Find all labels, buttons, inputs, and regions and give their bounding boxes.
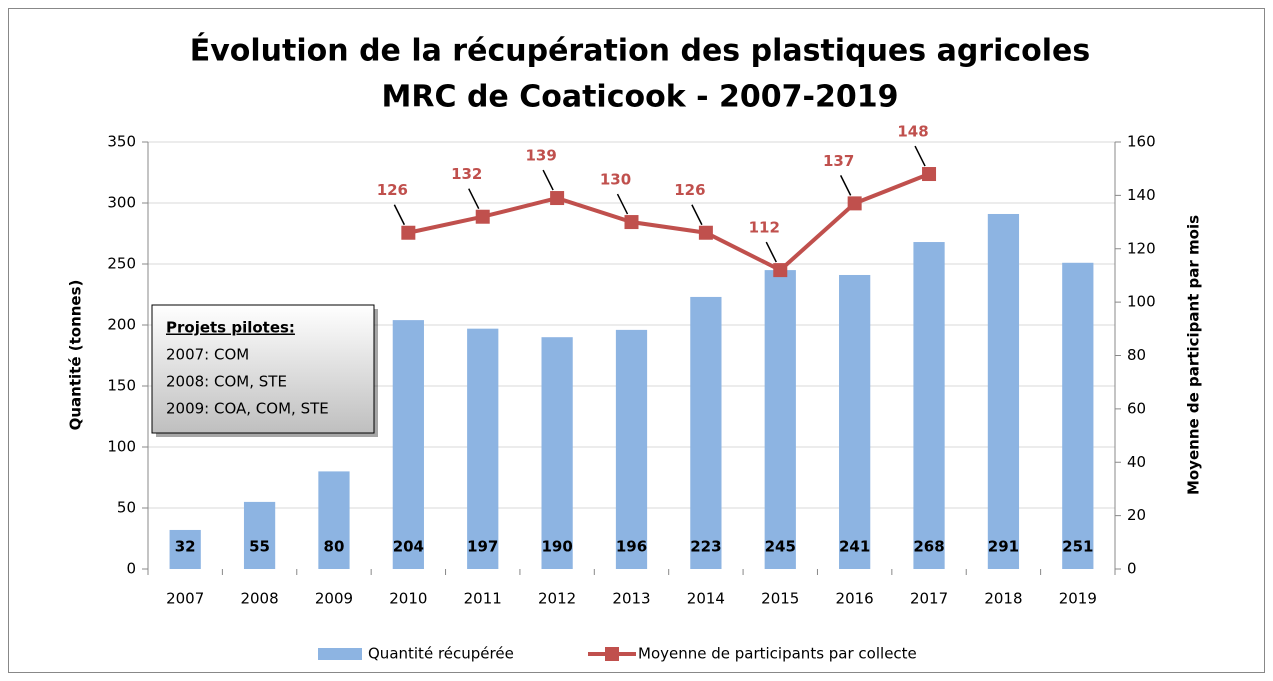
y2-tick-label: 20 [1127,506,1146,524]
x-tick-label: 2019 [1059,590,1097,608]
bar [987,213,1020,570]
y-tick-label: 0 [126,560,136,578]
x-tick-label: 2012 [538,590,576,608]
y2-tick-label: 40 [1127,453,1146,471]
bar [690,296,722,569]
y2-tick-label: 160 [1127,133,1156,151]
bar-value-label: 204 [393,538,424,556]
x-tick-label: 2009 [315,590,353,608]
line-value-label: 137 [823,152,854,170]
bar-value-label: 251 [1062,538,1093,556]
y-tick-label: 50 [117,499,136,517]
x-tick-label: 2007 [166,590,204,608]
line-value-label: 148 [897,123,928,141]
legend-swatch [605,647,619,661]
line-value-label: 139 [525,147,556,165]
y2-tick-label: 100 [1127,293,1156,311]
legend-swatch [318,648,362,660]
line-marker [550,191,565,206]
line-marker [847,196,862,211]
y2-tick-label: 140 [1127,186,1156,204]
bar [839,274,871,569]
annotation-line: 2008: COM, STE [166,373,287,391]
label-leader [542,169,554,191]
y-tick-label: 100 [107,438,136,456]
x-tick-label: 2018 [984,590,1022,608]
line-value-label: 112 [749,219,780,237]
bar-value-label: 197 [467,538,498,556]
label-leader [839,175,852,196]
y2-tick-label: 0 [1127,560,1137,578]
y-tick-label: 250 [107,255,136,273]
bar-value-label: 32 [175,538,196,556]
x-tick-label: 2017 [910,590,948,608]
annotation-line: 2009: COA, COM, STE [166,400,329,418]
label-leader [765,241,777,263]
plot-area: 0 50 100 150 200 250 300 350 0 20 40 60 80 100 120 140 1… [107,123,1155,608]
y2-tick-label: 60 [1127,399,1146,417]
x-tick-label: 2011 [464,590,502,608]
annotation-title: Projets pilotes: [166,319,295,337]
line-series [407,172,930,273]
line-marker [698,225,713,240]
bar-value-label: 190 [541,538,572,556]
y-tick-label: 200 [107,316,136,334]
bar-value-label: 223 [690,538,721,556]
label-leader [914,145,926,167]
bar [541,337,573,569]
line-marker [922,167,937,182]
line-marker [773,263,788,278]
line-marker [475,209,490,224]
y-tick-label: 350 [107,133,136,151]
label-leader [616,193,629,215]
y2-axis-label: Moyenne de participant par mois [1185,215,1203,495]
bar [467,328,499,569]
annotation-line: 2007: COM [166,346,249,364]
bar-value-label: 80 [324,538,345,556]
x-tick-label: 2013 [612,590,650,608]
y-axis-label: Quantité (tonnes) [67,280,85,431]
annotation-rect [151,304,375,434]
bar-value-label: 245 [765,538,796,556]
bar-value-label: 241 [839,538,870,556]
bar [392,320,424,569]
y-tick-label: 300 [107,194,136,212]
x-tick-label: 2015 [761,590,799,608]
y-tick-label: 150 [107,377,136,395]
line-value-label: 132 [451,165,482,183]
bar-value-label: 55 [249,538,270,556]
y2-tick-label: 120 [1127,239,1156,257]
chart-title: Évolution de la récupération des plastiq… [190,33,1091,69]
line-marker [401,225,416,240]
y2-tick-label: 80 [1127,346,1146,364]
label-leader [691,204,703,226]
bar [243,501,276,569]
bar [764,270,796,569]
label-leader [393,204,406,226]
bar [615,329,648,569]
chart-title: MRC de Coaticook - 2007-2019 [382,80,899,115]
x-tick-label: 2014 [687,590,725,608]
bar [913,242,945,570]
label-leader [468,188,480,210]
annotation-box: Projets pilotes: 2007: COM 2008: COM, ST… [151,304,378,437]
x-tick-label: 2016 [836,590,874,608]
x-tick-label: 2010 [389,590,427,608]
bar-value-label: 268 [913,538,944,556]
legend-label: Moyenne de participants par collecte [638,645,917,663]
bar-value-label: 291 [988,538,1019,556]
bar [1062,262,1094,569]
x-tick-label: 2008 [240,590,278,608]
line-value-label: 130 [600,171,631,189]
bar [169,529,201,569]
bar [318,471,350,569]
line-value-label: 126 [377,181,408,199]
line-marker [624,215,639,230]
line-value-label: 126 [674,181,705,199]
bar-value-label: 196 [616,538,647,556]
legend-label: Quantité récupérée [368,645,514,663]
